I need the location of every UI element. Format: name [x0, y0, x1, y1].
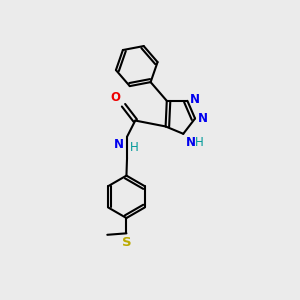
Text: N: N: [198, 112, 208, 125]
Text: N: N: [186, 136, 196, 149]
Text: S: S: [122, 236, 131, 249]
Text: O: O: [111, 91, 121, 104]
Text: H: H: [194, 136, 203, 149]
Text: N: N: [190, 93, 200, 106]
Text: H: H: [130, 141, 139, 154]
Text: N: N: [113, 138, 124, 151]
